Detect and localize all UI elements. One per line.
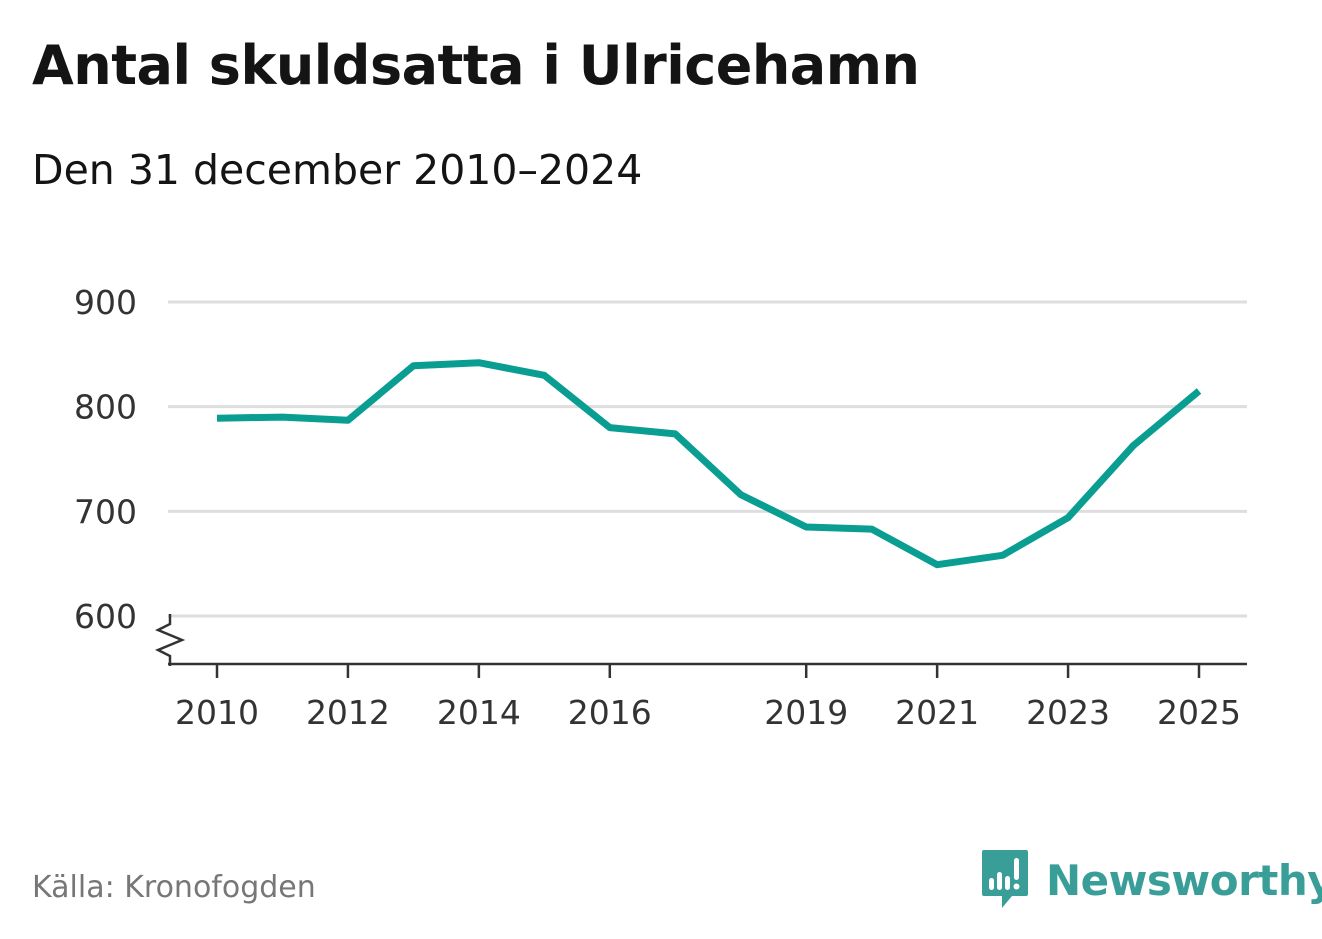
y-tick-label-600: 600 — [74, 597, 137, 636]
tick-labels: 600 700 800 900 2010 2012 2014 2016 2019 2021 2023… — [74, 283, 1241, 732]
series-layer — [216, 359, 1202, 569]
brand-name: Newsworthy — [1046, 855, 1322, 905]
y-tick-label-800: 800 — [74, 388, 137, 427]
y-axis-break-icon — [154, 614, 186, 666]
series-line-0 — [216, 359, 1202, 569]
chart-subtitle: Den 31 december 2010–2024 — [32, 146, 643, 194]
axes — [154, 614, 1247, 678]
x-tick-label-2016: 2016 — [568, 693, 652, 732]
bar-chart-speech-bubble-icon — [982, 850, 1028, 908]
x-tick-label-2025: 2025 — [1157, 693, 1241, 732]
brand-logo: Newsworthy — [980, 848, 1322, 912]
y-tick-label-900: 900 — [74, 283, 137, 322]
x-tick-label-2012: 2012 — [306, 693, 390, 732]
source-note: Källa: Kronofogden — [32, 870, 316, 905]
x-tick-label-2023: 2023 — [1026, 693, 1110, 732]
x-tick-label-2010: 2010 — [175, 693, 259, 732]
x-tick-label-2021: 2021 — [895, 693, 979, 732]
x-tick-label-2014: 2014 — [437, 693, 521, 732]
grid-lines — [168, 300, 1247, 618]
y-tick-label-700: 700 — [74, 492, 137, 531]
x-tick-label-2019: 2019 — [764, 693, 848, 732]
chart-title: Antal skuldsatta i Ulricehamn — [32, 34, 920, 97]
